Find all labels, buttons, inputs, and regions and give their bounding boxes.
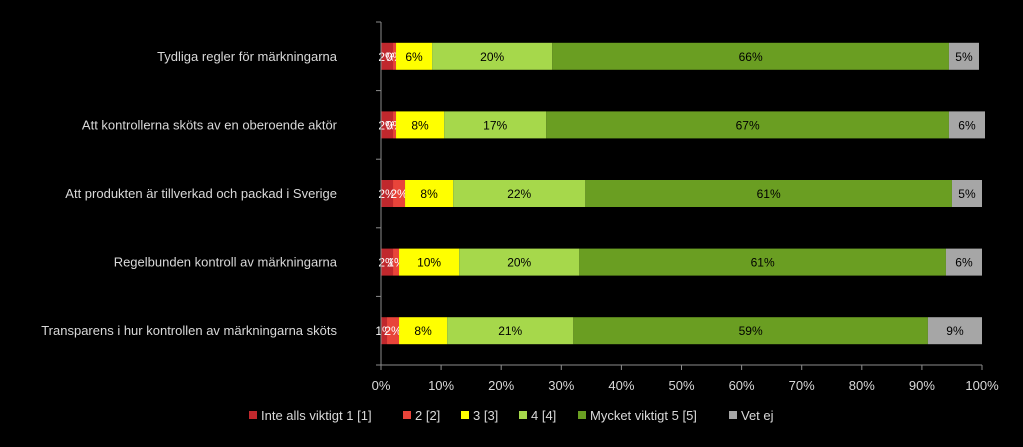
- legend-label: Inte alls viktigt 1 [1]: [261, 408, 372, 423]
- bar-segment: [552, 42, 949, 70]
- data-label: 2%: [378, 256, 396, 270]
- bar-segment: [387, 317, 400, 345]
- data-label: 8%: [411, 118, 429, 132]
- legend-swatch: [249, 411, 257, 419]
- x-tick-label: 40%: [608, 378, 634, 393]
- category-label: Transparens i hur kontrollen av märkning…: [41, 323, 337, 338]
- bar-segment: [381, 42, 394, 70]
- legend: Inte alls viktigt 1 [1] 2 [2] 3 [3] 4 [4] My…: [249, 408, 774, 423]
- data-label: 6%: [955, 256, 973, 270]
- bar-segment: [948, 42, 979, 70]
- x-tick-label: 60%: [729, 378, 755, 393]
- category-label: Tydliga regler för märkningarna: [157, 49, 338, 64]
- x-tick-label: 90%: [909, 378, 935, 393]
- category-label: Att produkten är tillverkad och packad i…: [65, 186, 337, 201]
- x-tick-label: 0%: [372, 378, 391, 393]
- data-label: 8%: [420, 187, 438, 201]
- bar-segment: [948, 111, 985, 139]
- legend-swatch: [461, 411, 469, 419]
- bar-segment: [927, 317, 982, 345]
- legend-swatch: [519, 411, 527, 419]
- bar-segment: [432, 42, 553, 70]
- bar-segment: [393, 42, 397, 70]
- bar-segment: [945, 248, 982, 276]
- bar-segment: [546, 111, 949, 139]
- bar-segment: [951, 180, 982, 207]
- data-label: 20%: [480, 50, 504, 64]
- data-label: 66%: [739, 50, 763, 64]
- bar-segment: [381, 180, 394, 207]
- bar-segment: [444, 111, 547, 139]
- data-label: 2%: [378, 50, 396, 64]
- legend-label: 3 [3]: [473, 408, 498, 423]
- data-label: 6%: [958, 118, 976, 132]
- bar-segment: [396, 111, 445, 139]
- bar-segment: [381, 111, 394, 139]
- bar-segment: [393, 111, 397, 139]
- legend-label: Mycket viktigt 5 [5]: [590, 408, 697, 423]
- category-labels: Tydliga regler för märkningarna Att kontr…: [41, 49, 338, 338]
- bar-segment: [381, 248, 394, 276]
- bar-segment: [393, 248, 400, 276]
- data-label: 61%: [757, 187, 781, 201]
- bar-segment: [405, 180, 454, 207]
- legend-swatch: [403, 411, 411, 419]
- category-label: Att kontrollerna sköts av en oberoende a…: [82, 117, 338, 132]
- bar-segment: [399, 317, 448, 345]
- bar-segment: [573, 317, 928, 345]
- bar-segment: [579, 248, 946, 276]
- data-label: 10%: [417, 256, 441, 270]
- data-label: 5%: [955, 50, 973, 64]
- x-tick-label: 100%: [965, 378, 999, 393]
- data-label: 2%: [378, 187, 396, 201]
- bar-segment: [381, 317, 388, 345]
- legend-label: Vet ej: [741, 408, 774, 423]
- bar-segment: [459, 248, 580, 276]
- x-tick-label: 30%: [548, 378, 574, 393]
- bar-segment: [399, 248, 460, 276]
- x-tick-label: 70%: [789, 378, 815, 393]
- legend-swatch: [729, 411, 737, 419]
- legend-swatch: [578, 411, 586, 419]
- data-label: 22%: [507, 187, 531, 201]
- bar-segment: [447, 317, 574, 345]
- x-tick-label: 50%: [668, 378, 694, 393]
- x-tick-label: 10%: [428, 378, 454, 393]
- x-axis: 0% 10% 20% 30% 40% 50% 60% 70% 80% 90% 100%: [372, 21, 999, 393]
- data-label: 2%: [384, 324, 402, 338]
- bar-segment: [393, 180, 406, 207]
- data-label: 61%: [751, 256, 775, 270]
- data-label: 67%: [736, 118, 760, 132]
- data-label: 59%: [739, 324, 763, 338]
- x-tick-label: 80%: [849, 378, 875, 393]
- data-label: 2%: [390, 187, 408, 201]
- data-label: 9%: [946, 324, 964, 338]
- category-label: Regelbunden kontroll av märkningarna: [114, 255, 338, 270]
- data-label: 5%: [958, 187, 976, 201]
- data-label: 20%: [507, 256, 531, 270]
- data-label: 17%: [483, 118, 507, 132]
- bar-segment: [585, 180, 952, 207]
- x-tick-label: 20%: [488, 378, 514, 393]
- bars-group: 2%0% 6% 20% 66% 5%2%0% 8% 17% 67% 6%2%2% 8% 22% 61%…: [375, 42, 985, 345]
- legend-label: 4 [4]: [531, 408, 556, 423]
- data-label: 8%: [414, 324, 432, 338]
- data-label: 2%: [378, 118, 396, 132]
- bar-segment: [453, 180, 586, 207]
- data-label: 6%: [405, 50, 423, 64]
- legend-label: 2 [2]: [415, 408, 440, 423]
- bar-segment: [396, 42, 433, 70]
- data-label: 21%: [498, 324, 522, 338]
